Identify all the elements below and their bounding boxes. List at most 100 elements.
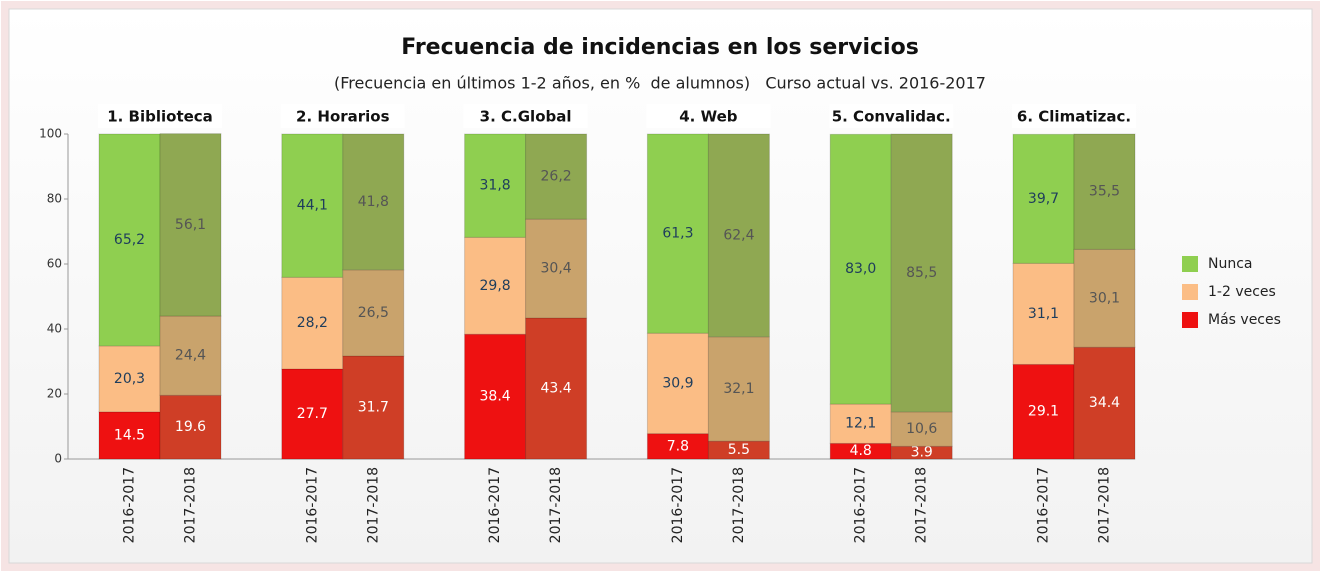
bar-segment xyxy=(281,276,344,370)
y-tick-label: 100 xyxy=(39,127,62,141)
value-label: 7.8 xyxy=(667,438,689,454)
x-tick-label: 2016-2017 xyxy=(670,467,686,543)
value-label: 38.4 xyxy=(480,389,511,405)
value-label: 4.8 xyxy=(850,443,872,459)
bar-segment xyxy=(342,269,405,357)
group-label-bg xyxy=(646,104,771,128)
legend-swatch xyxy=(1182,312,1198,328)
bar-segment xyxy=(281,368,344,460)
x-tick-label: 2016-2017 xyxy=(1036,467,1052,543)
value-label: 28,2 xyxy=(297,315,328,331)
value-label: 29.1 xyxy=(1028,404,1059,420)
bar-segment xyxy=(98,345,161,413)
y-tick-label: 60 xyxy=(47,257,62,271)
group-label: 4. Web xyxy=(679,108,738,126)
value-label: 56,1 xyxy=(175,217,206,233)
group-label: 2. Horarios xyxy=(296,108,390,126)
value-label: 5.5 xyxy=(728,442,750,458)
x-tick-label: 2017-2018 xyxy=(914,467,930,543)
group-label-bg xyxy=(829,104,954,128)
group-label-bg xyxy=(98,104,222,128)
value-label: 44,1 xyxy=(297,198,328,214)
value-label: 32,1 xyxy=(723,381,754,397)
y-tick-label: 80 xyxy=(47,192,62,206)
bar-segment xyxy=(464,333,527,460)
value-label: 31,8 xyxy=(480,178,511,194)
x-tick-label: 2017-2018 xyxy=(1097,467,1113,543)
x-tick-label: 2016-2017 xyxy=(487,467,503,543)
x-tick-label: 2016-2017 xyxy=(304,467,320,543)
bar-segment xyxy=(1012,262,1075,365)
bar-segment xyxy=(1073,248,1136,348)
x-tick-label: 2017-2018 xyxy=(365,467,381,543)
x-tick-label: 2017-2018 xyxy=(548,467,564,543)
legend-label: Más veces xyxy=(1208,312,1281,328)
legend-swatch xyxy=(1182,256,1198,272)
legend-swatch xyxy=(1182,284,1198,300)
y-tick-label: 20 xyxy=(47,387,62,401)
value-label: 31.7 xyxy=(358,399,389,415)
legend-label: Nunca xyxy=(1208,256,1253,272)
y-tick-label: 40 xyxy=(47,322,62,336)
value-label: 26,5 xyxy=(358,305,389,321)
value-label: 20,3 xyxy=(114,371,145,387)
value-label: 27.7 xyxy=(297,406,328,422)
bar-segment xyxy=(159,133,222,317)
value-label: 35,5 xyxy=(1089,184,1120,200)
x-tick-label: 2016-2017 xyxy=(853,467,869,543)
x-tick-label: 2016-2017 xyxy=(122,467,138,543)
bar-segment xyxy=(646,433,709,460)
bar-segment xyxy=(1012,133,1075,264)
value-label: 30,4 xyxy=(541,261,572,277)
group-label: 5. Convalidac. xyxy=(832,108,951,126)
group-label: 6. Climatizac. xyxy=(1017,108,1131,126)
x-tick-label: 2017-2018 xyxy=(731,467,747,543)
value-label: 34.4 xyxy=(1089,395,1120,411)
bar-segment xyxy=(707,336,770,442)
bar-segment xyxy=(342,133,405,271)
bar-segment xyxy=(464,133,527,238)
value-label: 30,1 xyxy=(1089,290,1120,306)
value-label: 43.4 xyxy=(541,380,572,396)
bar-segment xyxy=(342,355,405,460)
bar-segment xyxy=(98,411,161,460)
group-label-bg xyxy=(1012,104,1136,128)
value-label: 30,9 xyxy=(662,375,693,391)
value-label: 83,0 xyxy=(845,261,876,277)
bar-segment xyxy=(525,317,588,460)
value-label: 65,2 xyxy=(114,232,145,248)
bar-segment xyxy=(159,394,222,460)
value-label: 85,5 xyxy=(906,265,937,281)
chart-subtitle: (Frecuencia en últimos 1-2 años, en % de… xyxy=(334,74,986,93)
value-label: 14.5 xyxy=(114,427,145,443)
bar-segment xyxy=(98,133,161,347)
bar-segment xyxy=(1073,346,1136,460)
value-label: 24,4 xyxy=(175,348,206,364)
value-label: 29,8 xyxy=(480,278,511,294)
value-label: 41,8 xyxy=(358,194,389,210)
bar-segment xyxy=(829,133,892,405)
value-label: 62,4 xyxy=(723,227,754,243)
y-tick-label: 0 xyxy=(54,452,62,466)
bar-segment xyxy=(159,315,222,396)
value-label: 12,1 xyxy=(845,416,876,432)
chart-title: Frecuencia de incidencias en los servici… xyxy=(401,35,919,60)
group-label-bg xyxy=(280,104,405,128)
value-label: 26,2 xyxy=(541,169,572,185)
legend-label: 1-2 veces xyxy=(1208,284,1276,300)
value-label: 61,3 xyxy=(662,226,693,242)
bar-segment xyxy=(525,218,588,319)
x-tick-label: 2017-2018 xyxy=(183,467,199,543)
bar-segment xyxy=(281,133,344,278)
group-label: 1. Biblioteca xyxy=(107,108,213,126)
value-label: 19.6 xyxy=(175,419,206,435)
value-label: 39,7 xyxy=(1028,191,1059,207)
bar-segment xyxy=(525,133,588,220)
group-label: 3. C.Global xyxy=(480,108,572,126)
group-label-bg xyxy=(463,104,588,128)
value-label: 3.9 xyxy=(911,445,933,461)
bar-segment xyxy=(707,133,770,338)
bar-segment xyxy=(1073,133,1136,250)
value-label: 10,6 xyxy=(906,421,937,437)
